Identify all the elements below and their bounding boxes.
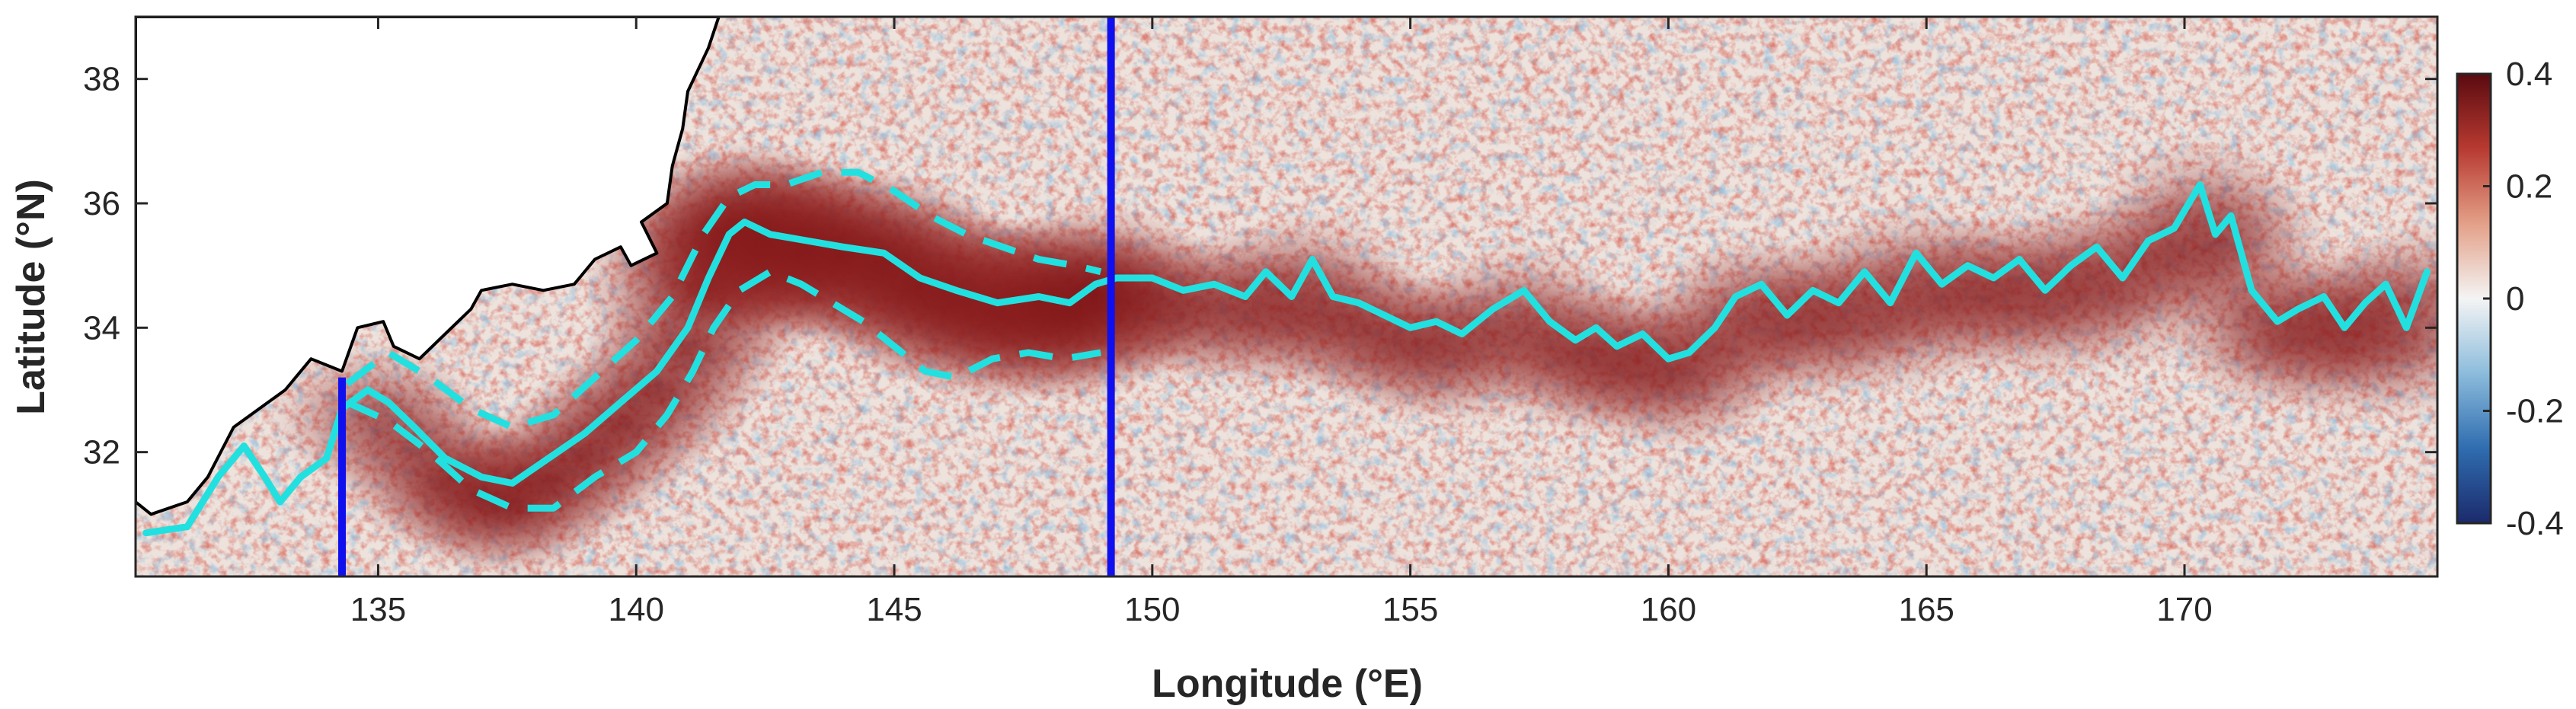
colorbar-tick-label: 0.4 — [2506, 56, 2552, 93]
colorbar: -0.4 -0.2 0 0.2 0.4 — [2456, 56, 2564, 542]
envelope-line-2 — [345, 268, 1101, 512]
colorbar-tick-label: -0.4 — [2506, 505, 2564, 542]
y-tick-label: 38 — [83, 61, 120, 98]
x-axis-title: Longitude (°E) — [1152, 662, 1423, 706]
envelope-line-1 — [345, 168, 1102, 431]
x-tick-label: 155 — [1382, 591, 1438, 628]
colorbar-tick-label: 0 — [2506, 280, 2524, 318]
y-tick-label: 36 — [83, 185, 120, 222]
data-series — [142, 168, 2431, 537]
x-tick-label: 165 — [1898, 591, 1954, 628]
x-axis: 135 140 145 150 155 160 165 170 — [350, 17, 2213, 628]
band-blob — [2325, 221, 2437, 366]
colorbar-ticks: -0.4 -0.2 0 0.2 0.4 — [2483, 56, 2564, 542]
x-tick-label: 140 — [609, 591, 664, 628]
x-tick-label: 145 — [866, 591, 922, 628]
x-tick-label: 150 — [1124, 591, 1180, 628]
y-tick-label: 32 — [83, 434, 120, 471]
plot-frame — [134, 15, 2439, 578]
land-mass — [136, 17, 721, 516]
colorbar-tick-label: 0.2 — [2506, 168, 2552, 206]
y-axis: 32 34 36 38 — [83, 61, 2437, 471]
x-tick-label: 135 — [350, 591, 406, 628]
y-tick-label: 34 — [83, 309, 120, 347]
y-axis-title: Latitude (°N) — [9, 179, 53, 415]
plot-area — [136, 17, 2437, 576]
mean-path-line — [142, 181, 2431, 537]
x-tick-label: 160 — [1641, 591, 1696, 628]
current-intensity-band — [266, 134, 2437, 576]
x-tick-label: 170 — [2156, 591, 2212, 628]
section-lines — [338, 17, 1115, 576]
colorbar-tick-label: -0.2 — [2506, 393, 2564, 430]
